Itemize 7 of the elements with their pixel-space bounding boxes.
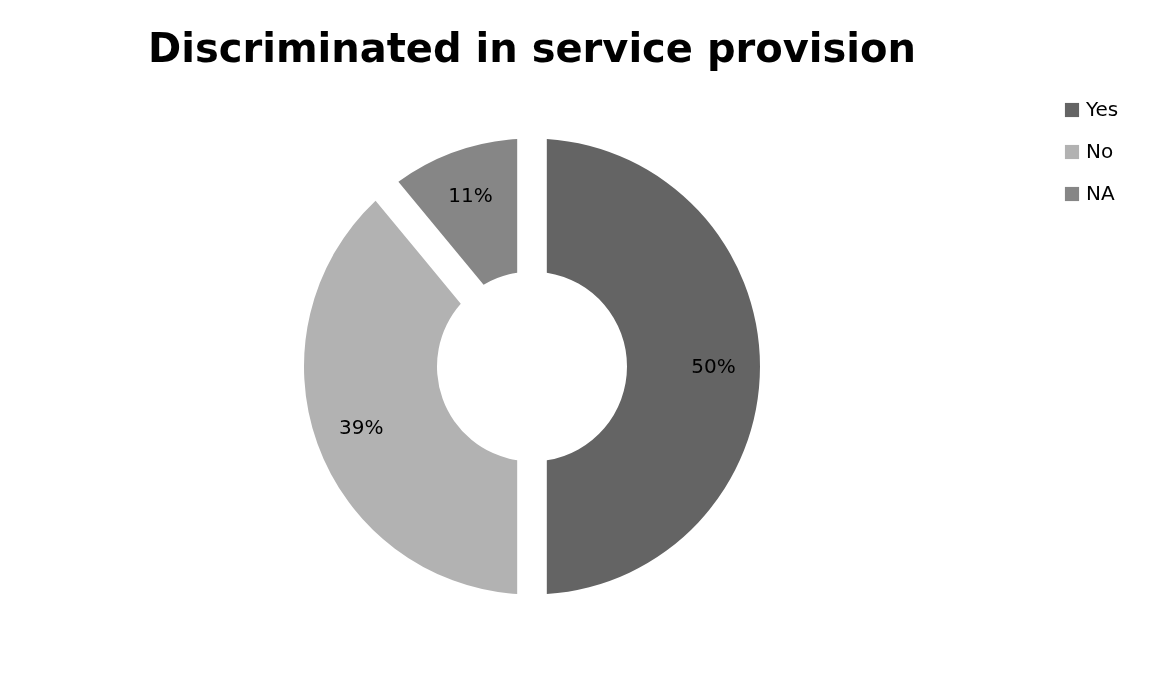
data-label: 50% (691, 353, 736, 378)
legend-label: No (1086, 139, 1114, 163)
chart-title: Discriminated in service provision (148, 25, 916, 71)
data-label: 11% (448, 182, 493, 207)
data-label: 39% (339, 414, 384, 439)
legend-label: Yes (1085, 97, 1119, 121)
legend-label: NA (1086, 181, 1115, 205)
